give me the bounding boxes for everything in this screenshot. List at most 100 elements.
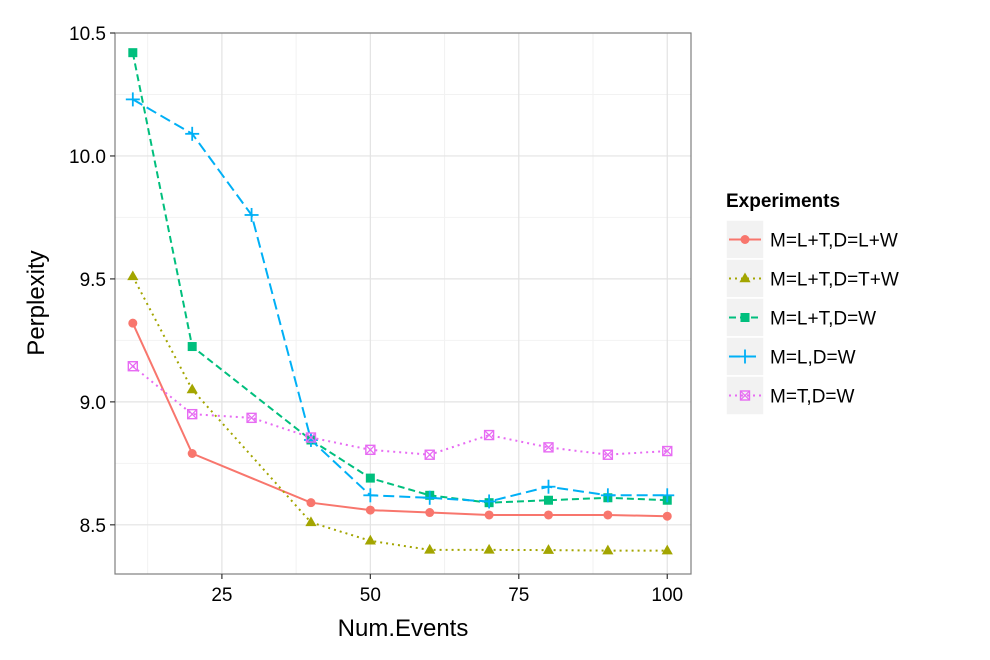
legend-item: M=T,D=W	[725, 375, 855, 416]
data-point	[483, 429, 495, 441]
marker-stroke	[365, 444, 376, 455]
marker-box	[305, 432, 317, 443]
data-point	[244, 207, 259, 222]
data-point	[127, 361, 139, 372]
marker-stroke	[187, 409, 198, 420]
legend-key-marker	[739, 272, 751, 283]
x-tick-label: 25	[211, 585, 232, 606]
legend-label: M=L+T,D=W	[770, 309, 876, 330]
data-point	[185, 126, 200, 141]
data-point	[422, 490, 437, 505]
data-point	[365, 444, 376, 456]
legend-key	[725, 375, 765, 416]
data-point	[365, 505, 375, 515]
legend-label: M=L,D=W	[770, 348, 856, 369]
data-point	[482, 494, 497, 509]
legend-item: M=L+T,D=W	[725, 297, 876, 338]
data-point	[662, 511, 672, 521]
x-axis-title: Num.Events	[338, 615, 469, 642]
x-tick-label: 50	[360, 585, 381, 606]
data-point	[187, 449, 197, 459]
marker-stroke	[484, 430, 495, 440]
data-point	[424, 449, 435, 460]
data-point	[541, 479, 556, 494]
series-layer	[125, 48, 675, 555]
marker-stroke	[424, 449, 435, 460]
data-point	[424, 543, 436, 554]
marker-box	[127, 361, 139, 372]
marker-box	[662, 445, 673, 457]
marker-stroke	[662, 446, 673, 456]
data-point	[125, 92, 140, 107]
legend-key-marker	[739, 390, 751, 401]
legend-item: M=L,D=W	[725, 336, 856, 377]
legend-title: Experiments	[726, 191, 840, 212]
legend-label: M=L+T,D=T+W	[770, 270, 899, 291]
y-tick-label: 9.0	[80, 393, 106, 414]
data-point	[127, 270, 139, 281]
series-2	[127, 270, 673, 555]
marker-stroke	[543, 442, 554, 453]
data-point	[543, 495, 553, 505]
marker-box	[424, 449, 435, 460]
marker-stroke	[740, 390, 750, 401]
plot-border	[114, 32, 692, 575]
marker-stroke	[127, 361, 138, 372]
data-point	[186, 408, 198, 420]
marker-stroke	[306, 432, 316, 443]
series-1	[128, 318, 672, 521]
marker-box	[602, 449, 614, 460]
marker-box	[483, 429, 495, 441]
legend-item: M=L+T,D=L+W	[725, 219, 898, 260]
data-point	[662, 445, 673, 457]
data-point	[600, 488, 615, 503]
legend-key-marker	[738, 349, 752, 364]
x-tick-label: 100	[651, 585, 683, 606]
y-tick-label: 8.5	[80, 516, 106, 537]
data-point	[543, 442, 554, 453]
legend-key-marker	[740, 235, 750, 244]
marker-box	[739, 390, 751, 401]
legend-item: M=L+T,D=T+W	[725, 258, 899, 299]
data-point	[186, 383, 198, 394]
data-point	[365, 473, 375, 483]
marker-box	[543, 442, 554, 453]
x-tick-label: 75	[508, 585, 529, 606]
series-line	[131, 276, 668, 552]
data-point	[363, 488, 378, 503]
data-point	[128, 48, 138, 58]
y-tick-label: 10.5	[69, 24, 106, 45]
data-point	[425, 508, 435, 518]
data-point	[603, 510, 613, 520]
y-axis: 8.5 9.0 9.5 10.0 10.5	[69, 24, 115, 537]
data-point	[187, 342, 197, 352]
data-point	[306, 498, 316, 508]
y-tick-label: 9.5	[80, 270, 106, 291]
legend: Experiments M=L+T,D=L+W M=L+T,D=T+W M=L+T,…	[725, 191, 899, 416]
data-point	[542, 544, 555, 554]
data-point	[246, 412, 257, 424]
data-point	[305, 516, 317, 527]
data-point	[364, 534, 376, 545]
plot-panel	[115, 33, 691, 574]
legend-key	[725, 258, 765, 299]
marker-stroke	[246, 412, 257, 423]
series-4	[125, 92, 675, 509]
data-point	[305, 432, 317, 443]
data-point	[602, 544, 614, 555]
legend-label: M=L+T,D=L+W	[770, 231, 898, 252]
y-tick-label: 10.0	[69, 147, 106, 168]
data-point	[484, 510, 494, 520]
marker-box	[246, 412, 257, 424]
series-line	[132, 365, 668, 456]
data-point	[483, 543, 495, 554]
marker-box	[365, 444, 376, 456]
legend-key-marker	[740, 313, 750, 322]
x-axis: 25 50 75 100	[211, 574, 683, 606]
series-line	[132, 98, 668, 503]
data-point	[543, 510, 553, 520]
data-point	[661, 544, 673, 555]
marker-stroke	[602, 449, 613, 460]
data-point	[602, 449, 614, 460]
